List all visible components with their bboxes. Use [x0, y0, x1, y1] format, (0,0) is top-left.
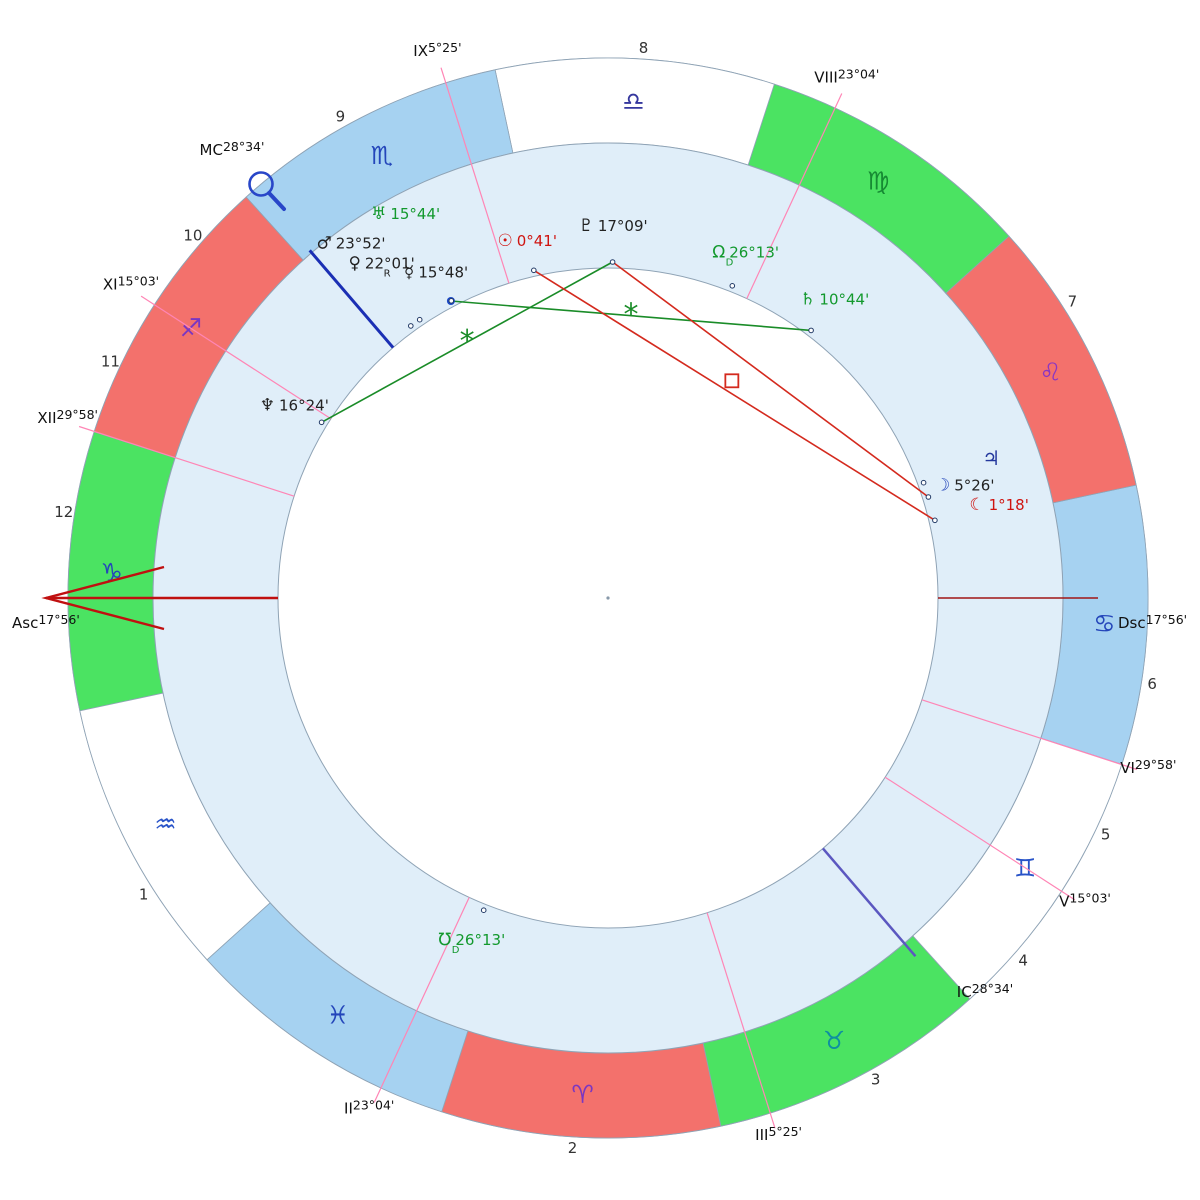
mc-axis-line — [308, 249, 395, 349]
planet-label-saturn: ♄ 10°44' — [800, 289, 869, 309]
planet-label-moon: ☽ 5°26' — [935, 476, 995, 496]
planet-marker-south-node: D — [452, 945, 460, 956]
cusp-line-viii — [746, 93, 843, 299]
cusp-line-iii — [706, 912, 776, 1129]
house-number-10: 10 — [183, 227, 202, 245]
cusp-line-xi — [140, 295, 332, 420]
cusp-label-iii: III5°25' — [755, 1124, 802, 1144]
planet-label-north-node: Ω 26°13' — [712, 242, 779, 262]
cusp-label-asc: Asc17°56' — [12, 612, 80, 632]
house-number-6: 6 — [1147, 675, 1157, 693]
planet-label-lilith: ☾ 1°18' — [969, 495, 1029, 515]
ic-axis-line — [821, 847, 917, 958]
sign-glyph-aries: ♈ — [571, 1080, 593, 1109]
planet-dot-mars — [408, 323, 414, 329]
aspect-line-mercury-saturn — [450, 300, 812, 332]
planet-dot-lilith — [932, 517, 938, 524]
cusp-label-ix: IX5°25' — [413, 40, 461, 60]
cusp-label-xii: XII29°58' — [37, 407, 98, 427]
planet-dot-saturn — [808, 327, 814, 334]
aspect-line-pluto-moon — [612, 261, 929, 498]
sextile-aspect-symbol: * — [460, 324, 475, 359]
planet-label-neptune: ♆ 16°24' — [260, 396, 329, 416]
planet-dot-south-node — [480, 907, 487, 914]
house-number-3: 3 — [871, 1071, 881, 1089]
aspect-line-sun-lilith — [533, 269, 936, 521]
house-number-11: 11 — [101, 352, 120, 370]
house-number-12: 12 — [54, 503, 73, 521]
planet-dot-sun — [531, 267, 537, 274]
center-dot — [606, 596, 610, 600]
house-number-2: 2 — [568, 1139, 578, 1157]
house-number-5: 5 — [1101, 826, 1111, 844]
house-number-8: 8 — [639, 39, 649, 57]
planet-label-uranus: ♅ 15°44' — [371, 204, 440, 224]
cusp-label-ic: IC28°34' — [957, 981, 1013, 1001]
planet-dot-pluto — [609, 259, 616, 265]
sign-glyph-leo: ♌ — [1039, 357, 1061, 386]
cusp-label-mc: MC28°34' — [200, 139, 265, 159]
cusp-line-xii — [78, 425, 295, 497]
sign-glyph-libra: ♎ — [622, 87, 644, 116]
square-aspect-symbol — [724, 373, 740, 389]
magnifier-icon[interactable] — [248, 171, 286, 211]
cusp-line-v — [884, 776, 1076, 901]
sign-glyph-taurus: ♉ — [823, 1026, 845, 1055]
sign-glyph-virgo: ♍ — [867, 166, 889, 195]
planet-marker-venus: R — [384, 268, 391, 279]
cusp-line-ix — [440, 67, 510, 284]
cusp-label-vi: VI29°58' — [1120, 757, 1176, 777]
planet-dot-moon — [925, 494, 932, 500]
sign-glyph-aquarius: ♒ — [154, 810, 176, 839]
house-number-9: 9 — [336, 107, 346, 125]
cusp-label-xi: XI15°03' — [103, 274, 159, 294]
planet-dot-venus — [416, 316, 423, 323]
house-number-7: 7 — [1068, 292, 1078, 310]
sign-glyph-cancer: ♋ — [1093, 609, 1115, 638]
sign-glyph-scorpio: ♏ — [371, 141, 393, 170]
cusp-label-v: V15°03' — [1059, 890, 1111, 910]
sign-glyph-pisces: ♓ — [327, 1001, 349, 1030]
planet-dot-neptune — [318, 419, 325, 426]
sextile-aspect-symbol: * — [624, 298, 639, 333]
planet-dot-uranus — [448, 298, 455, 304]
planet-label-pluto: ♇ 17°09' — [579, 216, 648, 236]
cusp-line-ii — [373, 897, 470, 1103]
cusp-line-vi — [921, 699, 1138, 771]
planet-label-mercury: ☿ 15°48' — [404, 263, 468, 283]
planet-dot-jupiter — [920, 479, 927, 486]
planet-label-jupiter: ♃ — [982, 446, 1000, 470]
planet-label-mars: ♂ 23°52' — [316, 233, 385, 253]
cusp-label-viii: VIII23°04' — [814, 67, 879, 87]
cusp-label-dsc: Dsc17°56' — [1118, 612, 1187, 632]
planet-marker-north-node: D — [726, 257, 734, 268]
house-number-1: 1 — [139, 886, 149, 904]
planet-label-south-node: ℧ 26°13' — [438, 930, 505, 950]
cusp-label-ii: II23°04' — [344, 1097, 394, 1117]
planet-label-sun: ☉ 0°41' — [497, 231, 557, 251]
planet-dot-north-node — [729, 283, 736, 289]
ascendant-arrow — [41, 565, 165, 631]
planet-label-venus: ♀ 22°01' — [348, 253, 414, 273]
house-number-4: 4 — [1018, 951, 1028, 969]
